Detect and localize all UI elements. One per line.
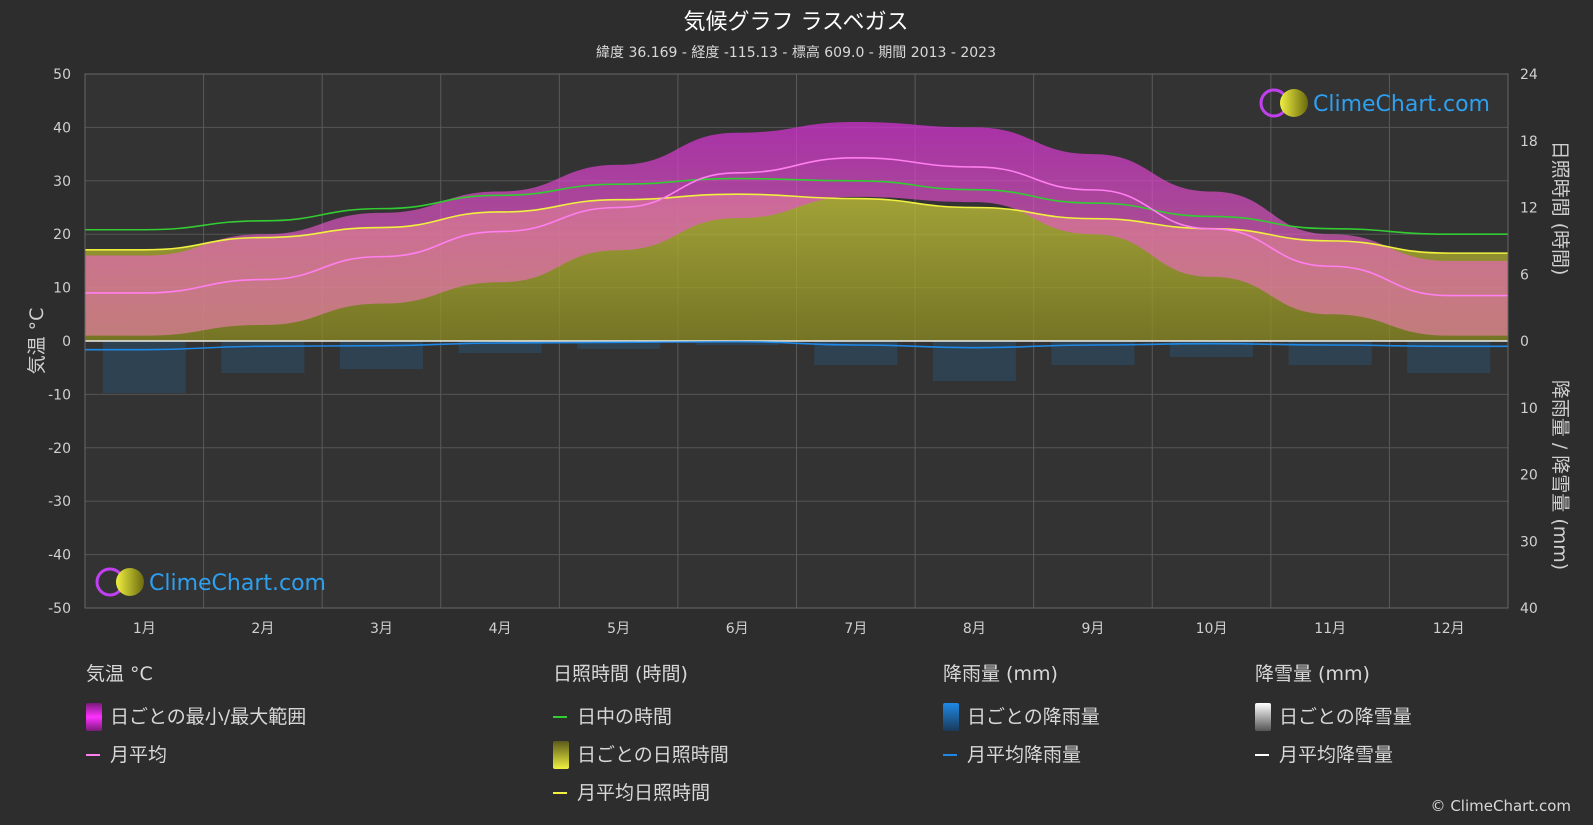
daylight-swatch <box>553 716 567 718</box>
legend-header: 日照時間 (時間) <box>553 663 688 685</box>
rain-swatch <box>943 703 959 731</box>
right-bottom-tick-label: 20 <box>1520 468 1538 484</box>
rain-bar <box>1170 341 1254 358</box>
legend-label: 日ごとの日照時間 <box>577 744 729 766</box>
left-tick-label: -10 <box>48 387 71 403</box>
left-tick-label: 50 <box>53 67 71 83</box>
rain-bar <box>458 341 542 354</box>
legend-item: 月平均 <box>86 736 306 774</box>
left-tick-label: -30 <box>48 494 71 510</box>
left-tick-label: 20 <box>53 227 71 243</box>
chart-subtitle: 緯度 36.169 - 経度 -115.13 - 標高 609.0 - 期間 2… <box>596 44 996 61</box>
legend-label: 日中の時間 <box>577 706 673 728</box>
right-top-axis-title: 日照時間 (時間) <box>1549 141 1571 276</box>
right-bottom-tick-label: 30 <box>1520 534 1538 550</box>
month-label: 8月 <box>963 621 986 637</box>
legend-item: 月平均日照時間 <box>553 774 729 812</box>
left-tick-label: -20 <box>48 441 71 457</box>
left-tick-label: -50 <box>48 601 71 617</box>
rain-avg-line <box>84 340 1508 351</box>
legend-label: 日ごとの最小/最大範囲 <box>110 706 307 728</box>
legend-header: 降雪量 (mm) <box>1255 663 1370 685</box>
right-bottom-tick-label: 40 <box>1520 601 1538 617</box>
tick-labels: 50 40 30 20 10 0 -10 -20 -30 -40 -50 24 18 12 6 0 10 20 30… <box>48 67 1538 637</box>
month-label: 1月 <box>133 621 156 637</box>
plot-border <box>84 73 1509 609</box>
month-label: 10月 <box>1196 621 1228 637</box>
legend-item: 日ごとの最小/最大範囲 <box>86 698 306 736</box>
left-tick-label: 30 <box>53 174 71 190</box>
legend-group-snow: 降雪量 (mm) 日ごとの降雪量 月平均降雪量 <box>1255 660 1412 774</box>
month-label: 4月 <box>489 621 512 637</box>
month-label: 6月 <box>726 621 749 637</box>
legend-item: 日ごとの降雪量 <box>1255 698 1412 736</box>
copyright: © ClimeChart.com <box>1430 797 1571 815</box>
sunshine-avg-swatch <box>553 792 567 794</box>
month-label: 7月 <box>844 621 867 637</box>
sunshine-swatch <box>553 741 569 769</box>
legend-item: 月平均降雪量 <box>1255 736 1412 774</box>
legend-label: 月平均降雨量 <box>967 744 1082 766</box>
legend-item: 日ごとの日照時間 <box>553 736 729 774</box>
left-tick-label: 0 <box>62 334 71 350</box>
rain-avg-swatch <box>943 754 957 756</box>
chart-title: 気候グラフ ラスベガス <box>683 10 908 35</box>
rain-bar <box>577 341 661 350</box>
right-top-tick-label: 24 <box>1520 67 1538 83</box>
logo-top: ClimeChart.com <box>1259 88 1490 118</box>
snow-swatch <box>1255 703 1271 731</box>
logo-text-bottom: ClimeChart.com <box>149 571 326 596</box>
right-top-tick-label: 18 <box>1520 134 1538 150</box>
legend-group-rain: 降雨量 (mm) 日ごとの降雨量 月平均降雨量 <box>943 660 1100 774</box>
legend: 気温 °C 日ごとの最小/最大範囲 月平均 日照時間 (時間) 日中の時間 日ご… <box>0 660 1593 825</box>
chart-marks <box>84 73 1509 609</box>
snow-avg-swatch <box>1255 754 1269 756</box>
right-bottom-tick-label: 10 <box>1520 401 1538 417</box>
left-tick-label: -40 <box>48 548 71 564</box>
legend-header: 降雨量 (mm) <box>943 663 1058 685</box>
temp-range-band <box>85 122 1508 336</box>
legend-item: 日中の時間 <box>553 698 729 736</box>
right-top-tick-label: 6 <box>1520 267 1529 283</box>
logo-text-top: ClimeChart.com <box>1313 92 1490 117</box>
temp-avg-swatch <box>86 754 100 756</box>
climate-chart: 気候グラフ ラスベガス 緯度 36.169 - 経度 -115.13 - 標高 … <box>26 10 1571 637</box>
legend-group-temperature: 気温 °C 日ごとの最小/最大範囲 月平均 <box>86 660 306 774</box>
month-label: 12月 <box>1433 621 1465 637</box>
legend-label: 月平均日照時間 <box>577 782 711 804</box>
legend-item: 日ごとの降雨量 <box>943 698 1100 736</box>
month-label: 9月 <box>1081 621 1104 637</box>
legend-label: 日ごとの降雨量 <box>967 706 1100 728</box>
month-label: 3月 <box>370 621 393 637</box>
right-top-tick-label: 12 <box>1520 201 1538 217</box>
left-axis-title: 気温 °C <box>26 308 48 375</box>
right-bottom-axis-title: 降雨量 / 降雪量 (mm) <box>1549 380 1571 570</box>
month-label: 2月 <box>251 621 274 637</box>
left-tick-label: 40 <box>53 120 71 136</box>
left-tick-label: 10 <box>53 281 71 297</box>
legend-group-sunshine: 日照時間 (時間) 日中の時間 日ごとの日照時間 月平均日照時間 <box>553 660 729 812</box>
logo-bottom: ClimeChart.com <box>95 567 326 597</box>
temp-range-swatch <box>86 703 102 731</box>
month-label: 5月 <box>607 621 630 637</box>
rain-bar <box>695 341 779 346</box>
temp-avg-line <box>84 157 1508 297</box>
sunshine-avg-line <box>84 193 1508 254</box>
daylight-line <box>84 177 1508 235</box>
legend-label: 月平均 <box>110 744 168 766</box>
right-top-tick-label: 0 <box>1520 334 1529 350</box>
legend-label: 日ごとの降雪量 <box>1279 706 1412 728</box>
legend-label: 月平均降雪量 <box>1279 744 1394 766</box>
legend-item: 月平均降雨量 <box>943 736 1100 774</box>
legend-header: 気温 °C <box>86 663 153 685</box>
month-label: 11月 <box>1314 621 1346 637</box>
